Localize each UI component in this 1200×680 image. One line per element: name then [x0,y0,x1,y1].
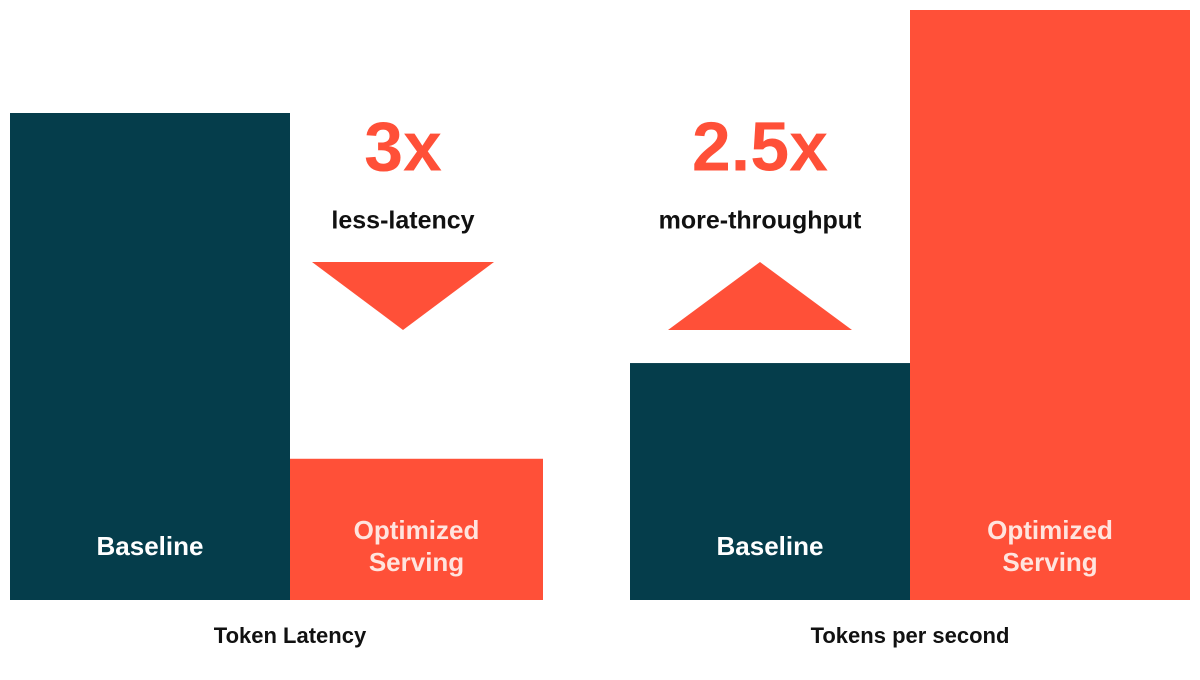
annotation-headline: 2.5x [692,107,828,185]
annotation-arrow [312,262,494,330]
bar-label: Baseline [97,531,204,561]
annotation-arrow [668,262,852,330]
annotation-headline: 3x [364,107,442,185]
bar [10,113,290,600]
bar [910,10,1190,600]
bar-label: Optimized Serving [987,515,1113,577]
annotation-text: more-throughput [659,207,862,235]
annotation-text: less-latency [331,207,474,235]
chart-title: Tokens per second [811,623,1010,648]
bar-label: Baseline [717,531,824,561]
bar [290,458,543,600]
bar [630,363,910,600]
chart-title: Token Latency [214,623,367,648]
bar-label: Optimized Serving [354,515,480,577]
